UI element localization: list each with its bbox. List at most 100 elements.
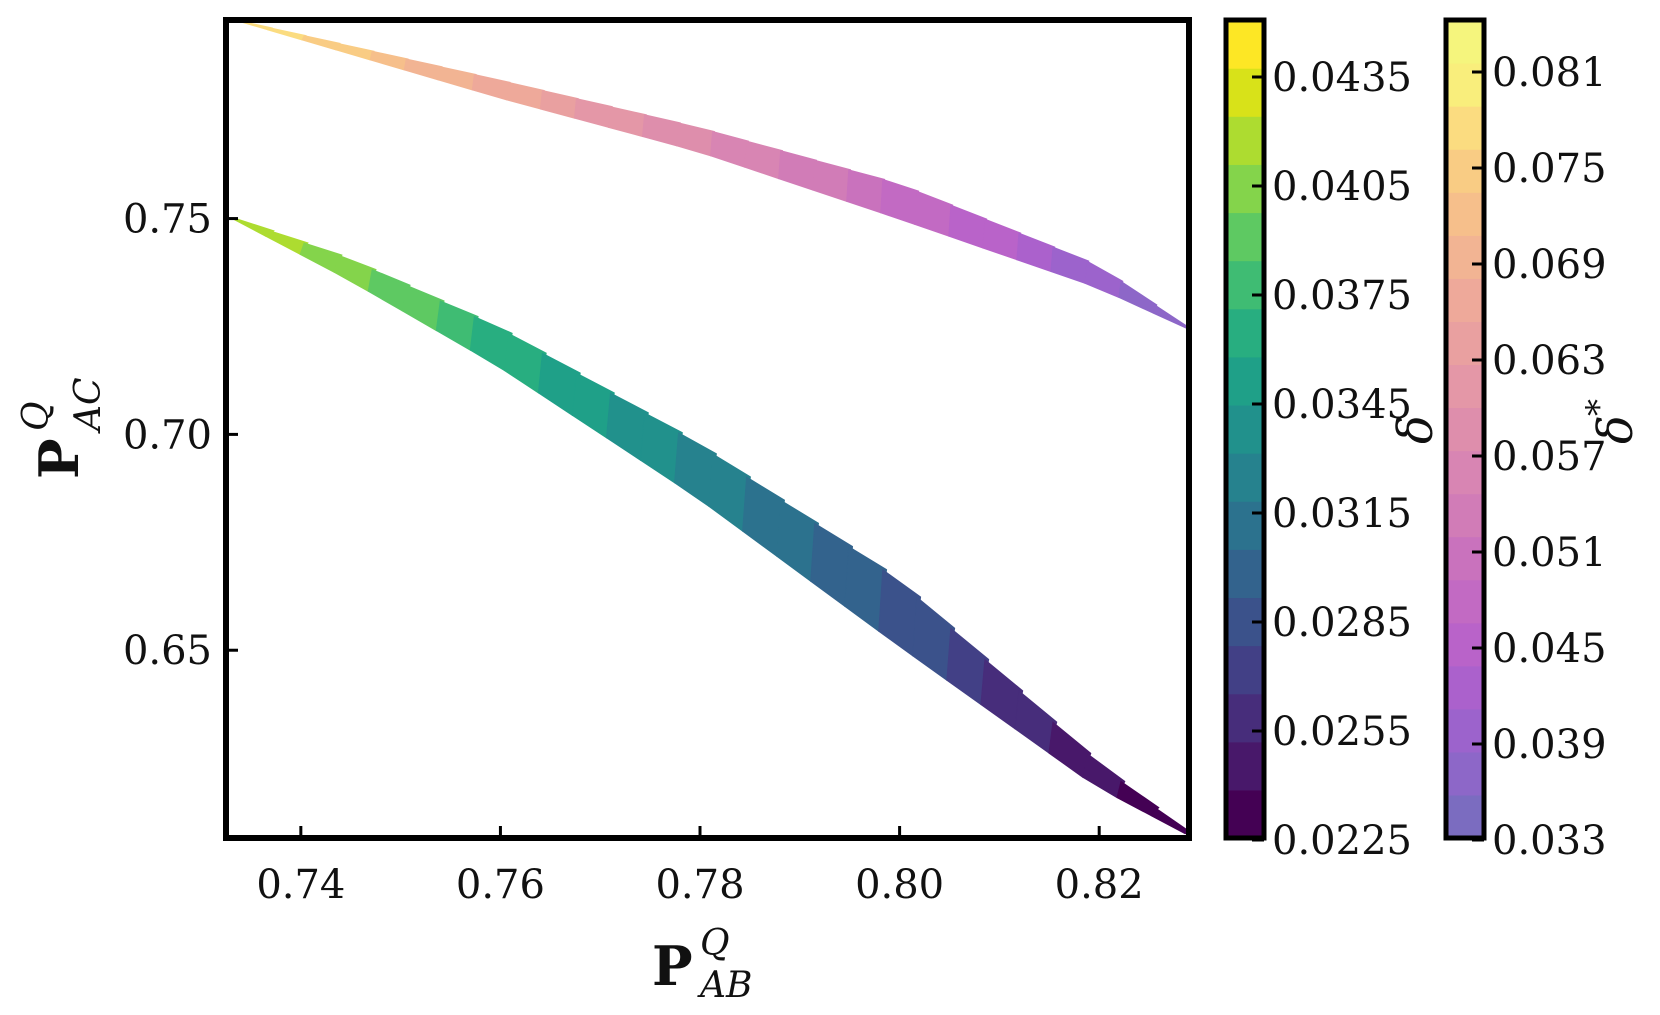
contour-band <box>880 178 920 226</box>
colorbar-swatch <box>1446 579 1484 624</box>
colorbar-swatch <box>1226 693 1264 743</box>
x-axis-title-sup: Q <box>700 923 730 964</box>
x-axis-title-base: P <box>652 934 693 998</box>
x-tick-label: 0.76 <box>456 862 545 908</box>
colorbar-swatch <box>1446 407 1484 452</box>
contour-band <box>948 204 988 249</box>
colorbar-tick-label: 0.0255 <box>1272 709 1412 755</box>
colorbar-tick-label: 0.0225 <box>1272 818 1412 864</box>
colorbar-swatch <box>1226 356 1264 406</box>
colorbar-tick-label: 0.0435 <box>1272 55 1412 101</box>
contour-region-delta <box>231 218 1189 835</box>
colorbar-swatch <box>1446 622 1484 667</box>
contour-region-delta-star <box>233 20 1189 330</box>
contour-band <box>1050 246 1090 284</box>
colorbar-tick-label: 0.057 <box>1492 434 1607 480</box>
contour-band <box>335 42 375 61</box>
contour-band <box>641 114 681 147</box>
colorbar-title: δ <box>1388 415 1444 444</box>
colorbar-swatch <box>1226 212 1264 262</box>
colorbar-swatch <box>1446 794 1484 839</box>
colorbar-tick-label: 0.0375 <box>1272 273 1412 319</box>
y-axis-ticks: 0.65 0.70 0.75 <box>123 197 238 674</box>
colorbar-swatch <box>1226 501 1264 550</box>
colorbar-title-superscript: * <box>1579 399 1619 416</box>
y-tick-label: 0.65 <box>123 628 212 674</box>
colorbar-swatch <box>1226 453 1264 502</box>
colorbar-swatch <box>1446 278 1484 322</box>
contour-band <box>1150 806 1189 835</box>
x-tick-label: 0.74 <box>256 862 345 908</box>
contour-band <box>403 58 443 81</box>
colorbar-swatch <box>1226 741 1264 791</box>
colorbar-swatch <box>1446 450 1484 495</box>
contour-band <box>778 150 818 191</box>
colorbar-swatch <box>1446 536 1484 581</box>
colorbar-swatch <box>1226 116 1264 165</box>
colorbar-tick-label: 0.081 <box>1492 50 1607 96</box>
colorbar-swatch <box>1446 364 1484 409</box>
colorbar-tick-label: 0.039 <box>1492 722 1607 768</box>
colorbar-title: δ* <box>1579 399 1644 444</box>
colorbar-swatch <box>1446 708 1484 753</box>
contour-band <box>437 66 477 91</box>
contour-band <box>1152 304 1189 330</box>
colorbar-frame <box>1443 17 1487 841</box>
colorbar-title-text: δ <box>1588 415 1644 444</box>
contour-band <box>710 130 749 168</box>
colorbar-tick-label: 0.069 <box>1492 242 1607 288</box>
x-tick-label: 0.78 <box>655 862 744 908</box>
x-tick-label: 0.80 <box>855 862 944 908</box>
colorbar-swatch <box>1446 149 1484 193</box>
colorbar-swatch <box>1226 645 1264 695</box>
colorbar-tick-label: 0.033 <box>1492 818 1607 864</box>
colorbar-swatch <box>1446 665 1484 710</box>
colorbar-delta-star: 0.081 0.075 0.069 0.063 0.057 0.051 0.045 0.039… <box>1443 17 1644 864</box>
colorbar-tick-label: 0.075 <box>1492 146 1607 192</box>
contour-band <box>744 140 784 180</box>
contour-band <box>539 89 579 119</box>
colorbar-tick-label: 0.0285 <box>1272 600 1412 646</box>
colorbar-swatch <box>1446 751 1484 796</box>
colorbar-swatch <box>1446 321 1484 366</box>
y-axis-title-sub: AC <box>68 377 109 434</box>
colorbar-frame <box>1223 17 1267 841</box>
contour-band <box>1116 780 1160 817</box>
contour-band <box>301 35 341 51</box>
contour-band <box>914 190 954 237</box>
colorbar-tick-label: 0.051 <box>1492 530 1607 576</box>
colorbar-tick-label: 0.0405 <box>1272 164 1412 210</box>
contour-band <box>1084 260 1124 299</box>
x-tick-label: 0.82 <box>1055 862 1144 908</box>
colorbar-delta: 0.0435 0.0405 0.0375 0.0345 0.0315 0.0285 0.02… <box>1223 17 1444 864</box>
colorbar-swatch <box>1446 192 1484 236</box>
contour-band <box>369 50 409 71</box>
x-axis-ticks: 0.74 0.76 0.78 0.80 0.82 <box>256 826 1144 908</box>
colorbar-swatch <box>1446 106 1484 150</box>
y-axis-title-sup: Q <box>16 401 57 431</box>
colorbar-swatch <box>1446 63 1484 107</box>
y-tick-label: 0.75 <box>123 197 212 243</box>
colorbar-swatch <box>1226 404 1264 454</box>
contour-band <box>812 159 852 203</box>
x-axis-title-sub: AB <box>697 965 752 1006</box>
y-axis-title: P Q AC <box>16 377 109 479</box>
contour-band <box>982 218 1022 261</box>
y-tick-label: 0.70 <box>123 412 212 458</box>
colorbar-swatch <box>1226 68 1264 117</box>
contour-band <box>267 27 307 41</box>
colorbar-swatch <box>1446 235 1484 279</box>
y-axis-title-base: P <box>27 438 91 479</box>
contour-band <box>676 122 715 157</box>
colorbar-tick-label: 0.0345 <box>1272 382 1412 428</box>
contour-band <box>607 106 647 138</box>
colorbar-swatch <box>1446 493 1484 538</box>
contour-band <box>1118 280 1158 314</box>
colorbar-tick-label: 0.045 <box>1492 626 1607 672</box>
contour-band <box>846 169 886 214</box>
colorbar-swatch <box>1226 164 1264 214</box>
colorbar-swatch <box>1226 549 1264 599</box>
plot-frame <box>223 17 1192 841</box>
colorbar-tick-label: 0.0315 <box>1272 491 1412 537</box>
